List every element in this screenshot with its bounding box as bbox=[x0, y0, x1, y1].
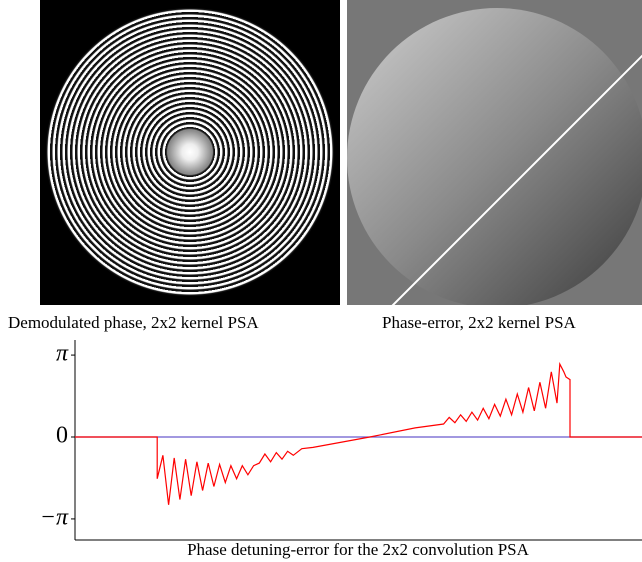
x-axis-label: Phase detuning-error for the 2x2 convolu… bbox=[187, 540, 530, 559]
line bbox=[75, 361, 642, 505]
fringe-disk bbox=[46, 8, 334, 296]
y-tick-label: 0 bbox=[56, 423, 68, 449]
demodulated-phase-image bbox=[40, 0, 340, 305]
caption: Demodulated phase, 2x2 kernel PSA bbox=[8, 313, 259, 332]
caption: Phase-error, 2x2 kernel PSA bbox=[382, 313, 576, 332]
error-disk bbox=[347, 8, 642, 305]
y-tick-label: π bbox=[56, 341, 69, 367]
y-tick-label: −π bbox=[40, 504, 69, 530]
phase-error-image bbox=[347, 0, 642, 305]
